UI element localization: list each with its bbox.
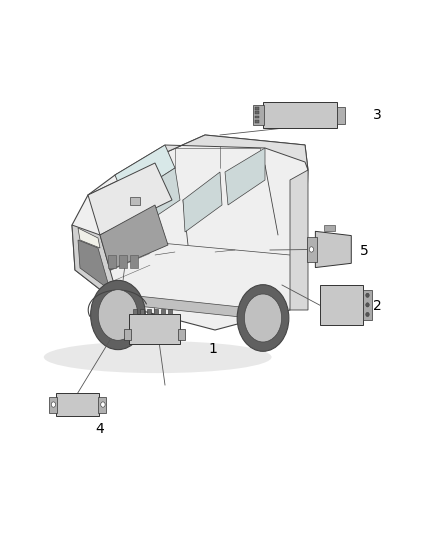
Polygon shape: [88, 163, 172, 235]
Bar: [147, 309, 151, 314]
Bar: [108, 255, 116, 268]
Ellipse shape: [244, 294, 282, 342]
Bar: [320, 285, 363, 325]
Text: 2: 2: [373, 300, 382, 313]
Bar: [130, 197, 140, 205]
Polygon shape: [115, 135, 308, 175]
Bar: [255, 116, 259, 118]
Bar: [178, 329, 185, 340]
Polygon shape: [225, 148, 265, 205]
Bar: [253, 105, 264, 125]
Polygon shape: [100, 205, 168, 270]
Text: 4: 4: [95, 422, 104, 436]
Bar: [129, 314, 180, 344]
Bar: [124, 329, 131, 340]
Polygon shape: [72, 225, 120, 305]
Bar: [130, 255, 138, 268]
Bar: [119, 255, 127, 268]
Circle shape: [309, 247, 314, 252]
Circle shape: [101, 402, 105, 407]
Circle shape: [51, 402, 56, 407]
Ellipse shape: [237, 285, 289, 351]
Polygon shape: [315, 231, 351, 268]
Bar: [154, 309, 158, 314]
Bar: [307, 237, 317, 262]
Bar: [98, 397, 106, 413]
Bar: [337, 107, 345, 124]
Bar: [140, 309, 144, 314]
Bar: [161, 309, 165, 314]
Bar: [168, 309, 172, 314]
Polygon shape: [290, 170, 308, 310]
Ellipse shape: [44, 341, 272, 373]
Text: 1: 1: [208, 342, 217, 356]
Polygon shape: [72, 135, 308, 330]
Bar: [255, 111, 259, 114]
Polygon shape: [115, 145, 175, 200]
Polygon shape: [78, 228, 100, 248]
Ellipse shape: [98, 289, 138, 340]
Circle shape: [366, 312, 369, 317]
Bar: [49, 397, 57, 413]
Polygon shape: [183, 172, 222, 232]
Polygon shape: [78, 240, 110, 290]
Bar: [324, 225, 335, 231]
Circle shape: [366, 303, 369, 307]
Text: 5: 5: [360, 244, 369, 257]
Ellipse shape: [91, 280, 145, 350]
Polygon shape: [125, 168, 180, 235]
Bar: [263, 102, 337, 128]
Text: 3: 3: [373, 108, 382, 122]
Circle shape: [366, 293, 369, 297]
Bar: [255, 120, 259, 123]
Bar: [255, 107, 259, 110]
Polygon shape: [128, 295, 250, 318]
Bar: [56, 393, 99, 416]
Bar: [133, 309, 137, 314]
Bar: [363, 290, 372, 320]
